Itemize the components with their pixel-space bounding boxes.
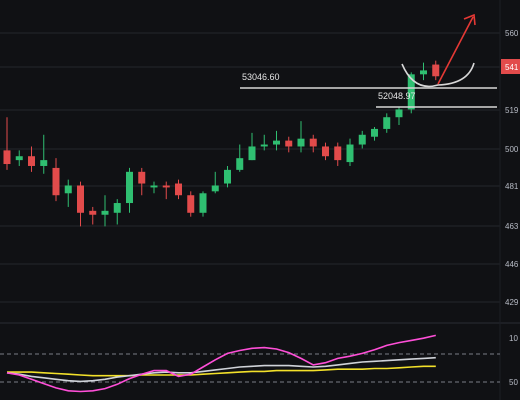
- candle-body: [211, 185, 219, 192]
- price-axis-tick: 463: [505, 222, 519, 231]
- projection-curve[interactable]: [401, 62, 475, 88]
- candle: [3, 117, 11, 170]
- candle-body: [199, 193, 207, 213]
- candle-body: [383, 117, 391, 129]
- oscillator-panel: [0, 334, 500, 393]
- candle: [334, 142, 342, 166]
- candle-body: [420, 70, 427, 75]
- candle-body: [224, 169, 231, 184]
- candle-body: [273, 140, 280, 145]
- candle: [248, 132, 256, 161]
- candle-body: [89, 210, 97, 215]
- candle: [101, 195, 109, 227]
- resistance-label: 53046.60: [242, 72, 280, 82]
- candle-body: [64, 185, 72, 194]
- price-axis-tick: 519: [505, 106, 519, 115]
- price-tag-value: 541: [505, 63, 519, 72]
- candle-body: [175, 183, 182, 196]
- up-arrow-icon[interactable]: [437, 16, 474, 85]
- candle: [211, 171, 219, 194]
- price-axis-tick: 429: [505, 298, 519, 307]
- candle: [77, 181, 84, 227]
- price-axis-tick: 446: [505, 260, 519, 269]
- candle-body: [297, 138, 305, 147]
- candle: [89, 206, 97, 225]
- candle: [126, 167, 133, 213]
- candle: [420, 62, 427, 81]
- oscillator-gray-line: [6, 356, 436, 383]
- candle: [64, 179, 72, 207]
- price-axis-tick: 481: [505, 182, 519, 191]
- candle: [236, 144, 244, 172]
- candle-body: [285, 140, 293, 147]
- candle: [28, 146, 35, 172]
- candle-body: [113, 203, 121, 213]
- candle-body: [150, 185, 158, 188]
- oscillator-yellow-line: [7, 365, 436, 377]
- oscillator-pink-line: [6, 334, 436, 393]
- candle-body: [334, 146, 342, 161]
- candle: [52, 158, 60, 202]
- candle-body: [260, 144, 268, 147]
- candle-body: [358, 134, 366, 145]
- candle: [273, 130, 280, 151]
- candle-body: [138, 171, 146, 184]
- candle-body: [395, 109, 403, 118]
- candle: [113, 199, 121, 225]
- candle: [260, 134, 268, 151]
- candle: [432, 60, 440, 81]
- candle-body: [322, 146, 329, 157]
- candle: [224, 165, 231, 188]
- candle-body: [77, 185, 84, 213]
- candle: [395, 107, 403, 126]
- drawing-annotations[interactable]: 53046.60 52048.97: [240, 13, 497, 108]
- candle-body: [52, 167, 60, 196]
- candle-body: [101, 210, 109, 215]
- candle: [371, 126, 378, 141]
- support-label: 52048.97: [378, 91, 416, 101]
- price-tag-background: [501, 59, 520, 74]
- candle-body: [3, 150, 11, 165]
- candlestick-series: [3, 60, 440, 227]
- candle: [297, 121, 305, 153]
- candle-body: [346, 144, 354, 163]
- candle: [40, 134, 48, 174]
- price-axis-tick: 500: [505, 145, 519, 154]
- candle-body: [28, 156, 35, 166]
- candle-body: [432, 64, 440, 77]
- arrow-head-icon: [463, 13, 476, 26]
- current-price-tag: 541: [501, 59, 520, 74]
- candle-body: [371, 128, 378, 137]
- candle: [383, 113, 391, 133]
- candle: [175, 179, 182, 200]
- candle: [309, 134, 317, 153]
- price-axis-tick: 560: [505, 29, 519, 38]
- candle-body: [15, 156, 23, 161]
- candle: [322, 142, 329, 161]
- candle: [285, 136, 293, 153]
- candle-body: [40, 160, 48, 166]
- oscillator-axis-tick: 10: [509, 334, 518, 343]
- candle-body: [187, 195, 195, 213]
- candle: [138, 167, 146, 196]
- candle-body: [248, 146, 256, 161]
- candle: [162, 181, 170, 200]
- price-axis[interactable]: 560 519 500 481 463 446 429 10 50: [505, 29, 519, 387]
- candle: [346, 138, 354, 166]
- candle: [199, 191, 207, 217]
- candle-body: [309, 138, 317, 147]
- candle-body: [162, 185, 170, 188]
- candle: [187, 191, 195, 217]
- candle: [358, 130, 366, 149]
- candle-body: [407, 74, 415, 110]
- candle: [150, 181, 158, 194]
- oscillator-axis-tick: 50: [509, 378, 518, 387]
- candle-body: [236, 158, 244, 170]
- candle: [15, 150, 23, 166]
- candle-body: [126, 171, 133, 204]
